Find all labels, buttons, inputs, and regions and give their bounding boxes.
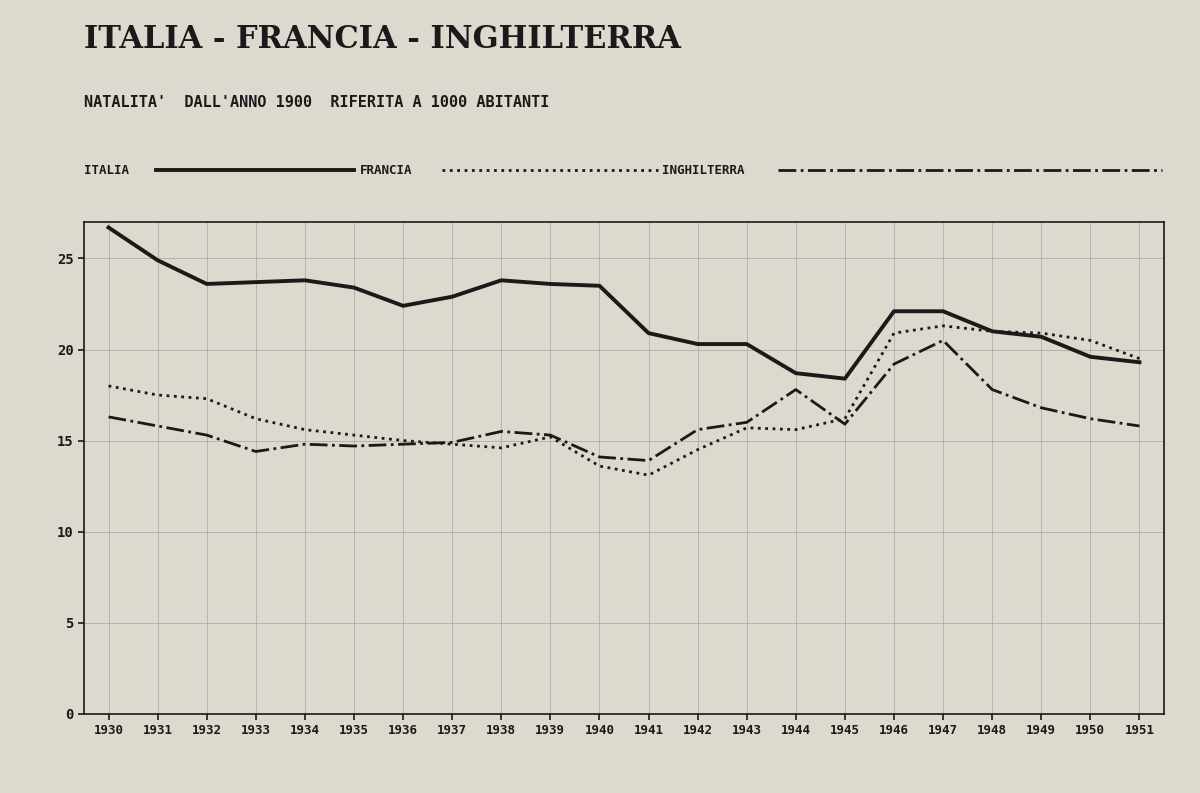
Text: INGHILTERRA: INGHILTERRA	[662, 164, 745, 177]
Text: FRANCIA: FRANCIA	[360, 164, 413, 177]
Text: NATALITA'  DALL'ANNO 1900  RIFERITA A 1000 ABITANTI: NATALITA' DALL'ANNO 1900 RIFERITA A 1000…	[84, 95, 550, 110]
Text: ITALIA - FRANCIA - INGHILTERRA: ITALIA - FRANCIA - INGHILTERRA	[84, 24, 680, 55]
Text: ITALIA: ITALIA	[84, 164, 130, 177]
